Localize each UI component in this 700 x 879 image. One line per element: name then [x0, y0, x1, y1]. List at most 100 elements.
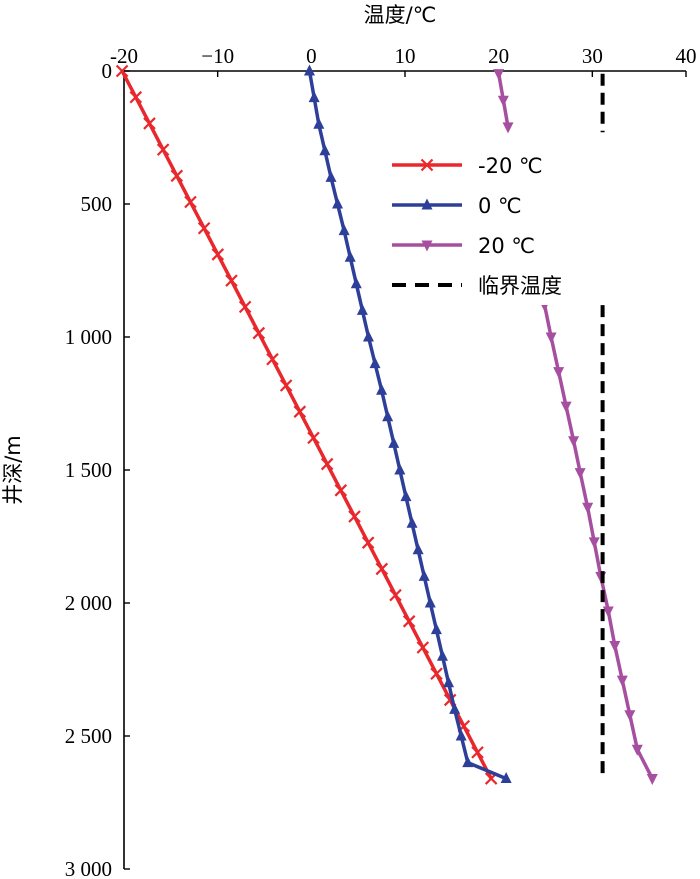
legend-label: 临界温度 — [478, 274, 562, 298]
y-tick-label: 1 500 — [65, 458, 112, 482]
x-tick-label: 10 — [395, 44, 416, 68]
data-point — [279, 379, 293, 392]
data-point — [376, 383, 388, 395]
y-tick-label: 3 000 — [65, 857, 112, 879]
data-point — [646, 774, 658, 786]
data-point — [325, 170, 337, 182]
data-point — [143, 117, 156, 130]
data-point — [418, 569, 430, 581]
data-point — [430, 667, 443, 681]
data-point — [497, 95, 509, 107]
data-point — [568, 436, 580, 448]
legend-marker — [420, 158, 434, 172]
series-1 — [303, 64, 512, 784]
data-point — [344, 250, 356, 262]
data-point — [252, 326, 266, 340]
data-point — [129, 90, 143, 104]
data-point — [502, 122, 514, 134]
data-point — [624, 710, 636, 722]
data-point — [449, 702, 461, 714]
data-point — [443, 676, 455, 688]
data-point — [545, 332, 557, 344]
data-point — [361, 536, 375, 549]
data-point — [293, 405, 307, 418]
data-point — [184, 195, 197, 209]
data-point — [462, 756, 474, 768]
data-point — [416, 641, 430, 654]
data-point — [455, 729, 467, 741]
legend-marker — [421, 240, 433, 252]
y-tick-label: 2 000 — [65, 591, 112, 615]
data-point — [631, 744, 643, 756]
data-point — [348, 510, 361, 523]
data-point — [430, 623, 442, 635]
legend-box — [388, 145, 608, 305]
data-point — [334, 484, 348, 497]
data-point — [382, 410, 394, 422]
data-point — [493, 69, 505, 81]
data-point — [156, 143, 170, 156]
series-line — [542, 304, 654, 780]
data-point — [389, 588, 402, 602]
data-point — [388, 436, 400, 448]
legend-marker — [421, 198, 433, 210]
data-point — [560, 401, 572, 413]
data-point — [375, 562, 389, 576]
data-point — [238, 300, 252, 314]
data-point — [170, 169, 184, 183]
axes: -20 −10 0 10 20 30 40 0 500 1 000 1 500 2 000 2 500 3… — [65, 44, 697, 879]
data-point — [436, 649, 448, 661]
x-tick-label: -20 — [110, 44, 138, 68]
data-point — [609, 641, 621, 653]
data-point — [424, 596, 436, 608]
series-0 — [115, 64, 498, 785]
data-point — [369, 357, 381, 369]
data-point — [266, 352, 279, 366]
y-axis-title: 井深/m — [1, 435, 25, 505]
data-point — [319, 144, 331, 156]
data-point — [362, 330, 374, 342]
data-point — [574, 468, 586, 480]
data-point — [602, 606, 614, 618]
data-point — [394, 463, 406, 475]
data-point — [350, 277, 362, 289]
data-point — [338, 224, 350, 236]
data-point — [307, 431, 320, 445]
y-tick-label: 500 — [81, 192, 113, 216]
data-point — [211, 248, 225, 261]
data-point — [588, 537, 600, 549]
data-point — [115, 64, 129, 78]
x-tick-label: 0 — [306, 44, 317, 68]
data-point — [412, 543, 424, 555]
legend-label: 0 ℃ — [478, 194, 522, 218]
legend: -20 ℃ 0 ℃ 20 ℃ 临界温度 — [388, 145, 608, 305]
x-tick-label: −10 — [201, 44, 234, 68]
y-tick-label: 0 — [102, 59, 113, 83]
data-point — [402, 615, 416, 628]
x-tick-label: 40 — [676, 44, 697, 68]
legend-label: -20 ℃ — [478, 154, 543, 178]
data-point — [356, 303, 368, 315]
data-point — [406, 516, 418, 528]
data-point — [197, 221, 211, 235]
series-line — [120, 70, 493, 780]
data-point — [225, 274, 238, 287]
y-tick-label: 2 500 — [65, 724, 112, 748]
data-point — [303, 64, 315, 76]
x-tick-label: 30 — [582, 44, 603, 68]
data-point — [500, 772, 512, 784]
data-point — [616, 675, 628, 687]
data-point — [400, 490, 412, 502]
data-point — [308, 91, 320, 103]
data-point — [471, 746, 484, 759]
data-point — [553, 367, 565, 379]
x-axis-title: 温度/℃ — [364, 3, 437, 27]
data-point — [313, 117, 325, 129]
data-point — [320, 457, 334, 471]
x-tick-label: 20 — [488, 44, 509, 68]
y-tick-label: 1 000 — [65, 325, 112, 349]
data-point — [332, 197, 344, 209]
legend-label: 20 ℃ — [478, 234, 535, 258]
data-point — [582, 502, 594, 514]
